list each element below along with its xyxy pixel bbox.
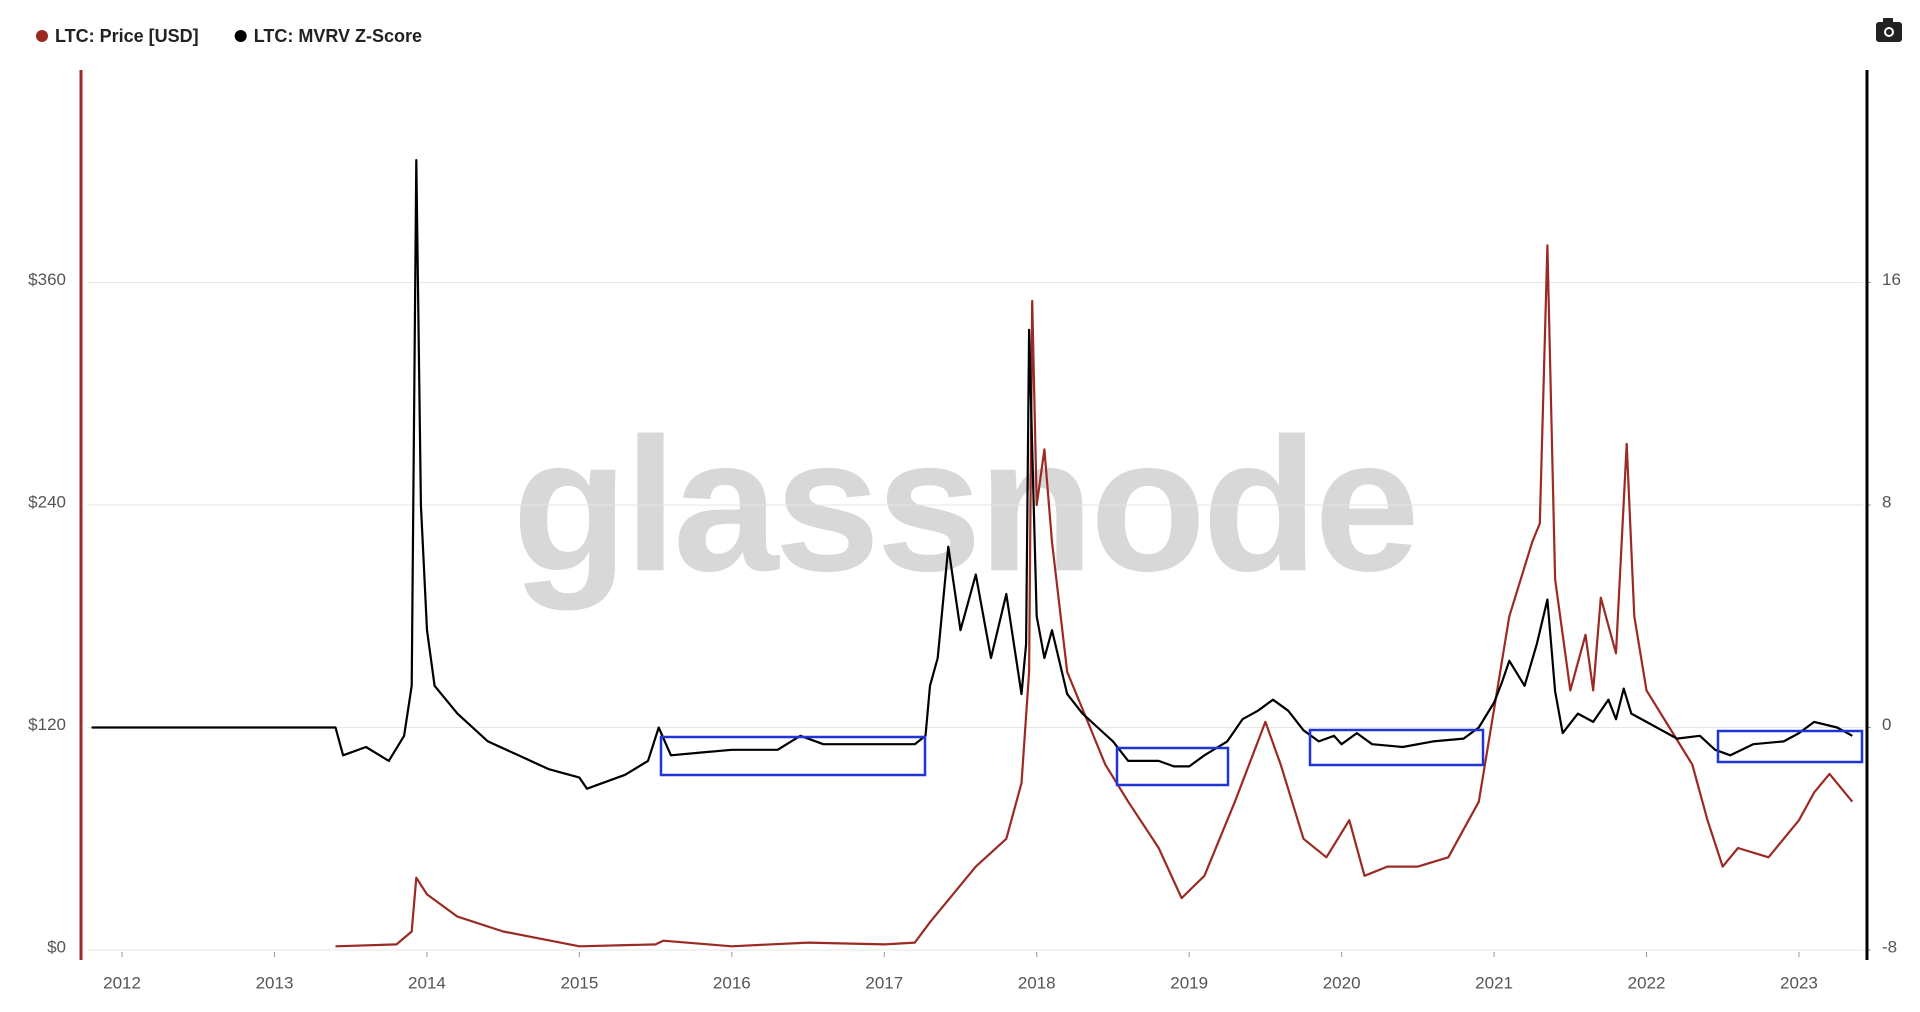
legend-dot (234, 30, 247, 42)
legend-label[interactable]: LTC: Price [USD] (55, 26, 199, 46)
x-tick-label: 2019 (1170, 973, 1208, 992)
x-tick-label: 2013 (256, 973, 294, 992)
camera-icon[interactable] (1876, 18, 1902, 42)
y2-tick-label: -8 (1882, 937, 1897, 956)
y2-tick-label: 8 (1882, 492, 1891, 511)
x-tick-label: 2020 (1323, 973, 1361, 992)
y2-tick-label: 0 (1882, 715, 1891, 734)
y-tick-label: $0 (47, 937, 66, 956)
x-tick-label: 2022 (1628, 973, 1666, 992)
x-tick-label: 2016 (713, 973, 751, 992)
series-line (335, 244, 1854, 948)
y-tick-label: $120 (28, 715, 66, 734)
x-tick-label: 2023 (1780, 973, 1818, 992)
y-tick-label: $360 (28, 270, 66, 289)
series-line (91, 159, 1853, 790)
x-tick-label: 2018 (1018, 973, 1056, 992)
x-tick-label: 2021 (1475, 973, 1513, 992)
highlight-boxes (659, 728, 1864, 787)
y2-tick-label: 16 (1882, 270, 1901, 289)
legend-label[interactable]: LTC: MVRV Z-Score (254, 26, 422, 46)
x-tick-label: 2012 (103, 973, 141, 992)
x-tick-label: 2014 (408, 973, 446, 992)
y-tick-label: $240 (28, 492, 66, 511)
legend-dot (36, 30, 48, 42)
x-tick-label: 2015 (560, 973, 598, 992)
x-tick-label: 2017 (865, 973, 903, 992)
